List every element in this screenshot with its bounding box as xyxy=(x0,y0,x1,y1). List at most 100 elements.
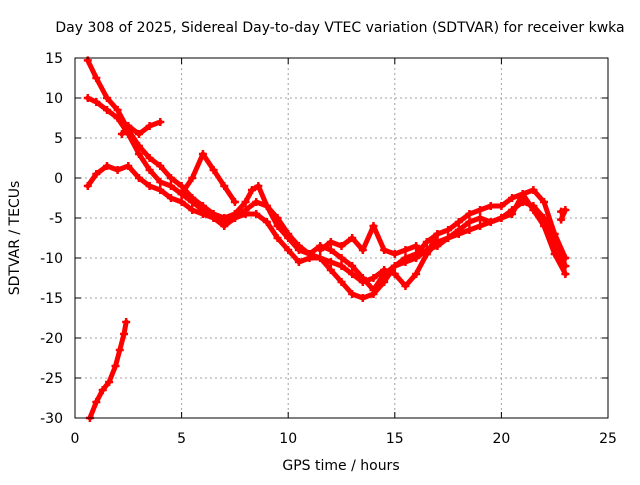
data-point xyxy=(465,210,474,218)
grid xyxy=(75,58,608,418)
data-point xyxy=(557,215,566,224)
chart-title: Day 308 of 2025, Sidereal Day-to-day VTE… xyxy=(55,20,624,36)
data-point xyxy=(166,182,175,190)
data-point xyxy=(508,210,517,218)
y-tick-label: -5 xyxy=(49,211,63,227)
x-axis-label: GPS time / hours xyxy=(282,458,399,474)
data-point xyxy=(326,238,335,246)
x-tick-label: 20 xyxy=(492,431,510,447)
data-point xyxy=(369,222,378,230)
data-point xyxy=(433,242,442,250)
data-point xyxy=(262,218,271,226)
y-tick-label: -10 xyxy=(40,251,63,267)
data-point xyxy=(284,246,293,254)
data-point xyxy=(561,206,570,214)
data-point xyxy=(540,222,549,230)
data-point xyxy=(401,282,410,290)
data-point xyxy=(230,214,239,222)
data-point xyxy=(102,162,111,170)
series-trace-7 xyxy=(85,318,131,422)
data-point xyxy=(262,202,271,210)
x-tick-label: 10 xyxy=(279,431,297,447)
series-line xyxy=(317,223,440,257)
data-point xyxy=(273,234,282,242)
data-point xyxy=(188,198,197,206)
data-point xyxy=(198,210,207,218)
data-point xyxy=(497,214,506,222)
data-point xyxy=(316,254,325,262)
y-tick-label: -20 xyxy=(40,331,63,347)
data-point xyxy=(390,262,399,270)
data-point xyxy=(412,242,421,250)
data-point xyxy=(518,190,527,198)
data-point xyxy=(145,166,154,174)
series-trace-6 xyxy=(316,222,442,258)
data-point xyxy=(241,210,250,218)
data-point xyxy=(497,202,506,210)
y-axis-label: SDTVAR / TECUs xyxy=(7,181,23,296)
series-line xyxy=(85,95,568,289)
data-point xyxy=(247,186,256,194)
data-point xyxy=(134,150,143,158)
data-point xyxy=(550,250,559,258)
data-point xyxy=(380,246,389,254)
data-point xyxy=(98,386,107,394)
data-point xyxy=(454,230,463,238)
data-point xyxy=(120,330,129,338)
data-point xyxy=(113,106,122,114)
data-point xyxy=(220,182,229,190)
data-point xyxy=(305,254,314,262)
x-tick-label: 5 xyxy=(177,431,186,447)
series-trace-4 xyxy=(117,118,165,138)
data-point xyxy=(561,270,570,278)
data-point xyxy=(476,214,485,222)
data-point xyxy=(102,94,111,102)
data-point xyxy=(284,230,293,238)
series-line xyxy=(179,151,238,205)
axis-tick-labels: 0 5 10 15 20 25 -30 -25 -20 -15 -10 -5 0 5 10 15 xyxy=(40,51,617,447)
plot-frame xyxy=(74,57,609,419)
data-point xyxy=(401,258,410,266)
data-point xyxy=(134,130,143,138)
data-point xyxy=(156,162,165,170)
data-point xyxy=(188,174,197,182)
y-tick-label: -15 xyxy=(40,291,63,307)
series-trace-3 xyxy=(83,162,570,302)
data-point xyxy=(273,214,282,222)
data-point xyxy=(105,378,114,386)
data-point xyxy=(454,218,463,226)
x-tick-label: 25 xyxy=(599,431,617,447)
data-point xyxy=(337,254,346,262)
series-line xyxy=(85,163,568,301)
data-point xyxy=(358,294,367,302)
data-point xyxy=(145,154,154,162)
data-point xyxy=(508,194,517,202)
data-point xyxy=(124,162,133,170)
data-point xyxy=(92,98,101,106)
data-point xyxy=(92,398,101,406)
data-point xyxy=(111,362,120,370)
y-tick-label: 5 xyxy=(54,131,63,147)
data-point xyxy=(294,242,303,250)
data-point xyxy=(401,246,410,254)
data-point xyxy=(380,278,389,286)
data-point xyxy=(337,262,346,270)
data-point xyxy=(166,174,175,182)
data-point xyxy=(486,202,495,210)
data-point xyxy=(412,254,421,262)
data-point xyxy=(83,94,92,102)
y-tick-label: -25 xyxy=(40,371,63,387)
data-point xyxy=(113,114,122,122)
data-point xyxy=(326,258,335,266)
data-point xyxy=(326,266,335,274)
data-point xyxy=(412,270,421,278)
data-point xyxy=(348,234,357,242)
data-point xyxy=(369,274,378,282)
data-point xyxy=(465,226,474,234)
data-point xyxy=(529,186,538,194)
series-trace-8 xyxy=(557,206,570,224)
data-point xyxy=(390,250,399,258)
data-point xyxy=(316,246,325,254)
data-point xyxy=(476,206,485,214)
